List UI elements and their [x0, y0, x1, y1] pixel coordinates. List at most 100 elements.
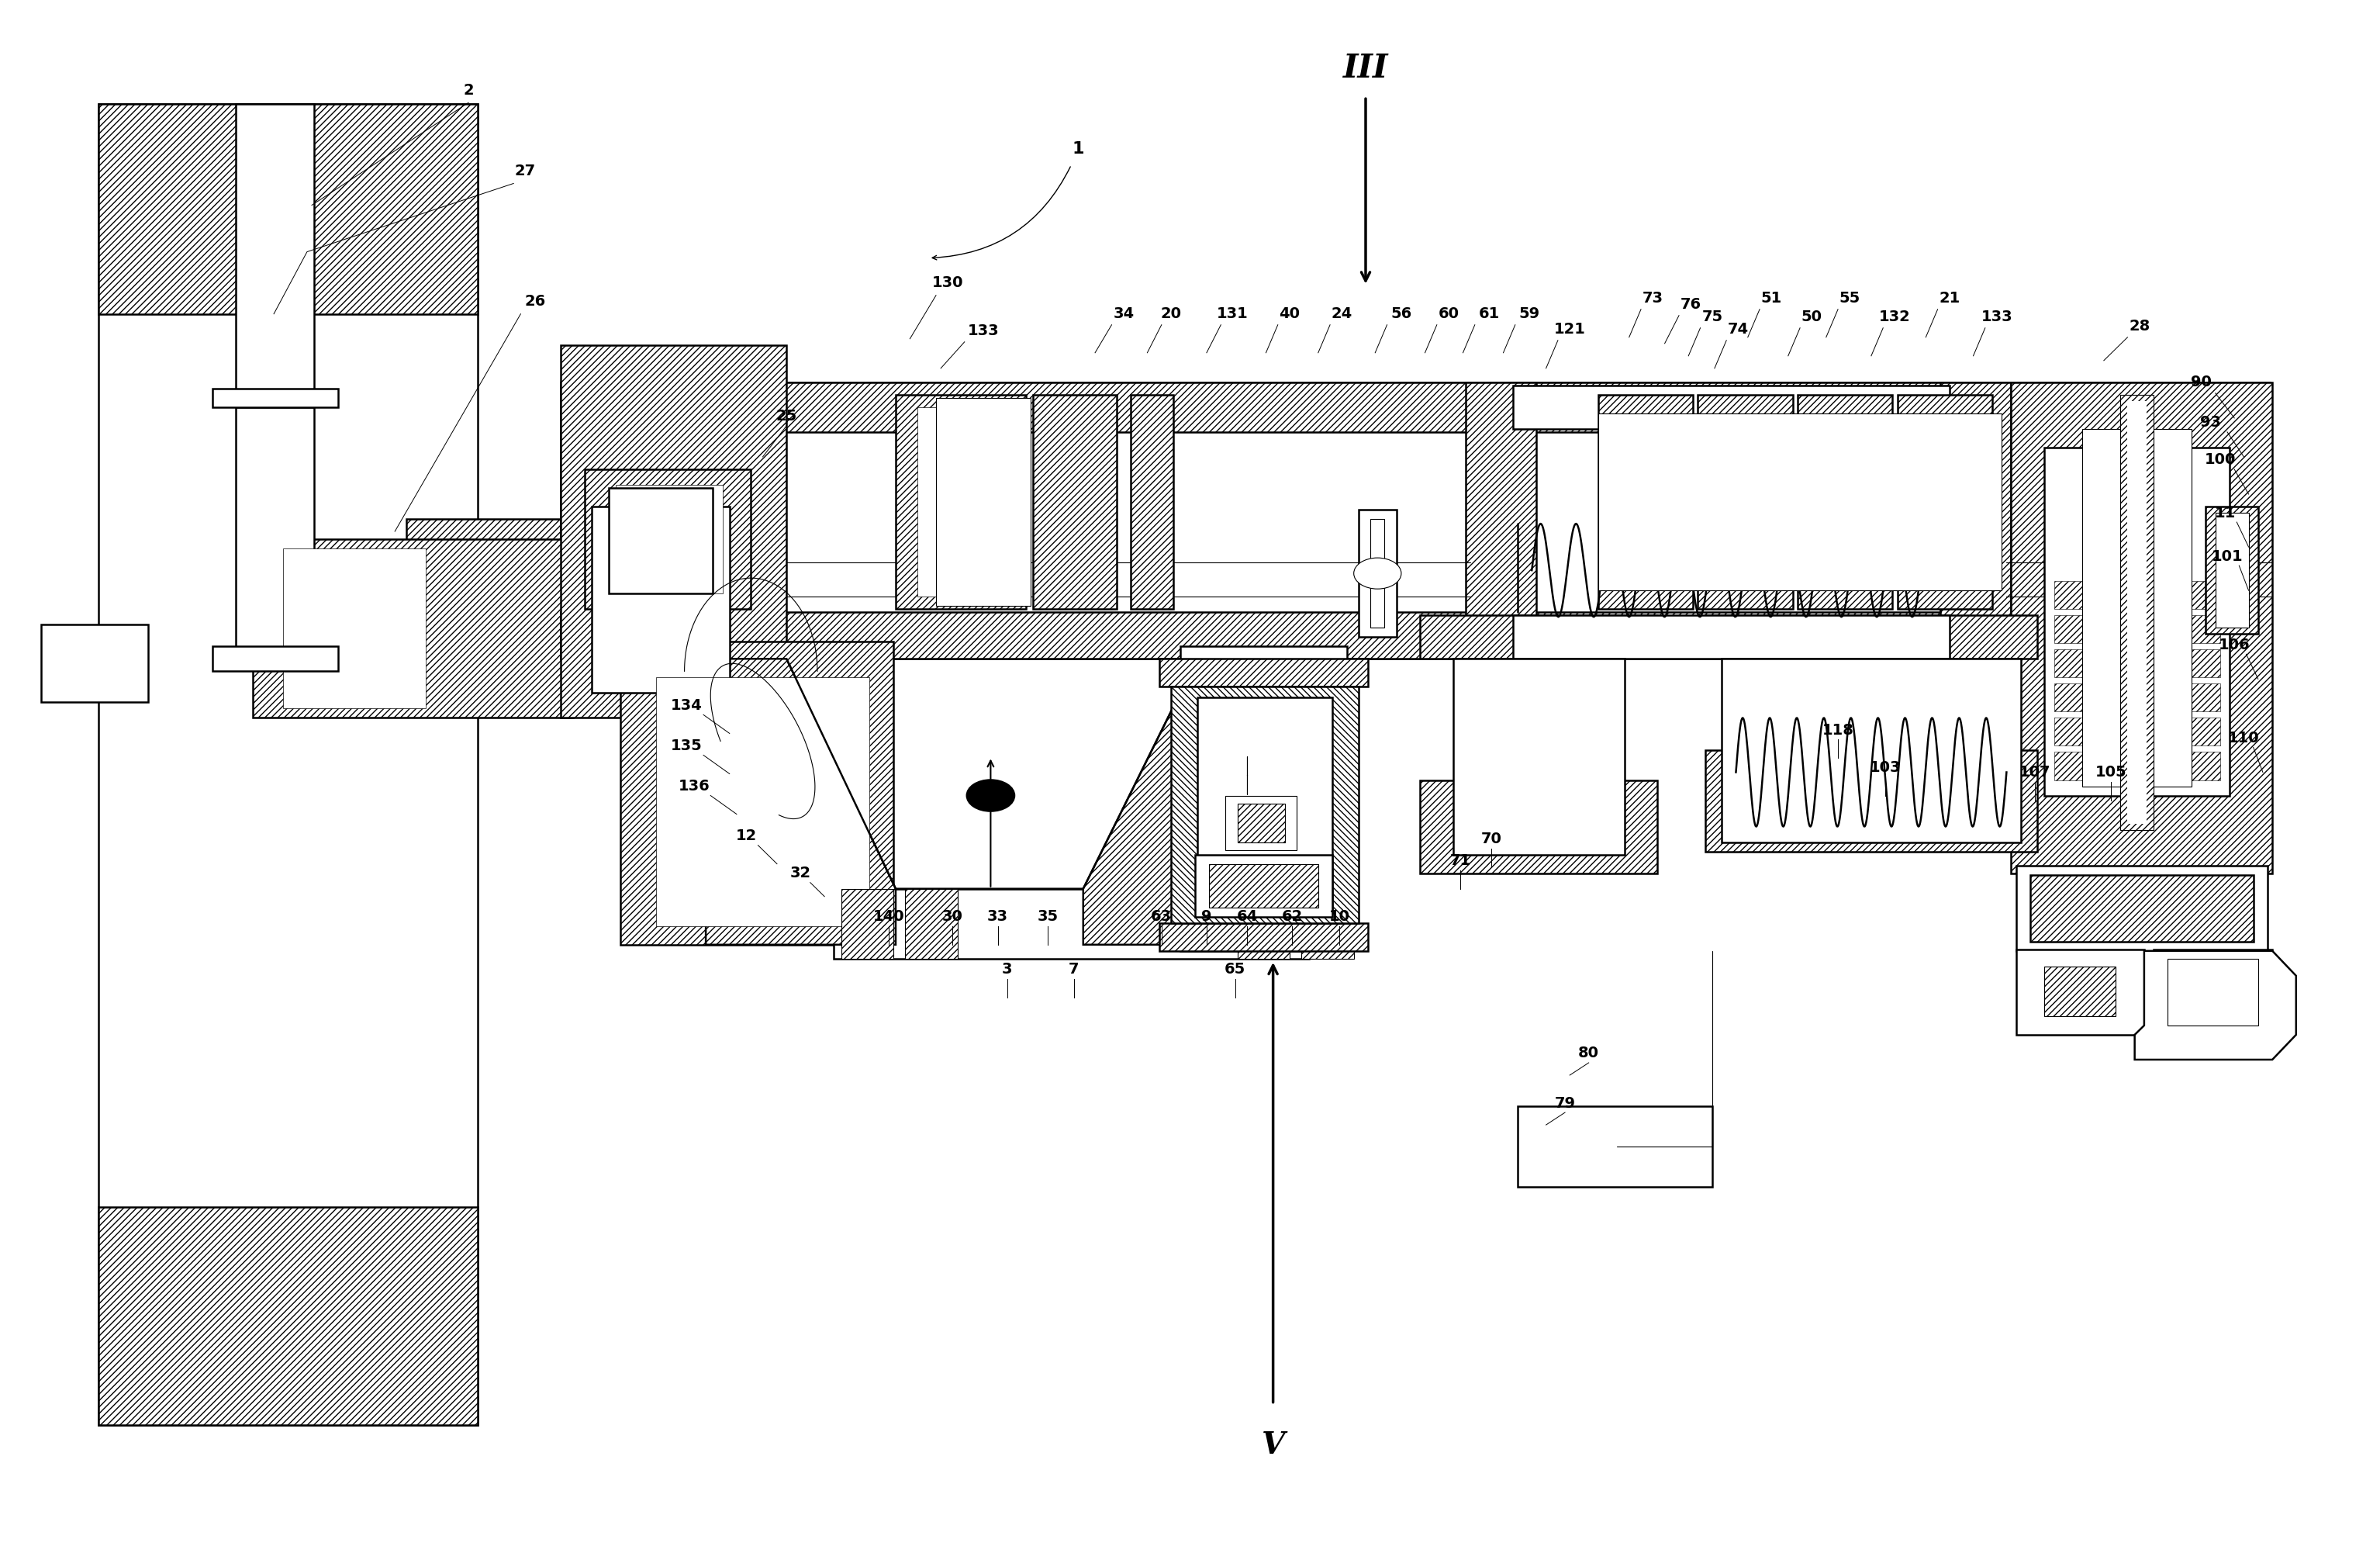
Bar: [2016, 866, 2268, 952]
Text: 90: 90: [2190, 374, 2211, 390]
Bar: [1359, 510, 1397, 636]
Text: 93: 93: [2199, 415, 2221, 431]
Bar: [1599, 413, 2002, 591]
Text: 26: 26: [524, 295, 545, 309]
Text: 118: 118: [1823, 722, 1854, 738]
Bar: [2121, 395, 2154, 830]
Bar: [2054, 615, 2221, 643]
Bar: [40, 624, 148, 702]
Text: 71: 71: [1449, 853, 1471, 869]
Text: 24: 24: [1330, 307, 1352, 321]
Text: 103: 103: [1871, 760, 1902, 775]
Text: V: V: [1261, 1431, 1285, 1460]
Bar: [2054, 752, 2221, 780]
Text: 12: 12: [735, 828, 757, 844]
Bar: [1159, 924, 1368, 952]
Bar: [1697, 395, 1792, 608]
Bar: [1238, 889, 1290, 959]
Text: 133: 133: [1980, 310, 2013, 324]
Bar: [236, 105, 314, 399]
Text: 35: 35: [1038, 909, 1059, 924]
Text: 11: 11: [2213, 505, 2235, 519]
Bar: [1371, 519, 1385, 627]
Bar: [2044, 448, 2230, 796]
Text: 70: 70: [1480, 831, 1502, 847]
Text: 65: 65: [1226, 963, 1245, 977]
Text: 2: 2: [464, 83, 474, 98]
Bar: [585, 470, 752, 608]
Text: 32: 32: [790, 866, 812, 880]
Bar: [1514, 385, 1949, 429]
Text: 73: 73: [1642, 292, 1664, 306]
Bar: [283, 549, 426, 708]
Text: 59: 59: [1518, 307, 1540, 321]
Bar: [252, 540, 574, 718]
Bar: [1159, 658, 1368, 686]
Bar: [1130, 395, 1173, 608]
Polygon shape: [707, 658, 895, 945]
Bar: [1797, 395, 1892, 608]
Bar: [657, 677, 869, 927]
Text: 63: 63: [1152, 909, 1171, 924]
Bar: [562, 382, 2271, 432]
Text: 9: 9: [1202, 909, 1211, 924]
Text: 131: 131: [1216, 307, 1250, 321]
Text: 7: 7: [1069, 963, 1078, 977]
Text: 33: 33: [988, 909, 1009, 924]
Text: 34: 34: [1114, 307, 1133, 321]
Polygon shape: [2135, 952, 2297, 1059]
Bar: [1180, 646, 1347, 952]
Bar: [98, 1207, 478, 1424]
Text: 100: 100: [2204, 452, 2235, 468]
Bar: [2168, 959, 2259, 1025]
Text: 21: 21: [1940, 292, 1961, 306]
Text: 75: 75: [1702, 310, 1723, 324]
Bar: [935, 398, 1031, 605]
Bar: [1704, 750, 2037, 852]
Text: 140: 140: [873, 909, 904, 924]
Bar: [1940, 382, 2011, 658]
Bar: [1518, 1106, 1711, 1187]
Text: 107: 107: [2018, 764, 2052, 780]
Bar: [916, 407, 1012, 596]
Bar: [1421, 780, 1656, 874]
Text: 61: 61: [1478, 307, 1499, 321]
Bar: [1238, 803, 1285, 842]
Bar: [1195, 855, 1333, 917]
Text: 20: 20: [1161, 307, 1180, 321]
Bar: [1421, 615, 1656, 658]
Text: 135: 135: [671, 738, 702, 753]
Text: 30: 30: [942, 909, 964, 924]
Text: 136: 136: [678, 778, 709, 794]
Bar: [840, 889, 893, 959]
Bar: [212, 646, 338, 671]
Text: 1: 1: [1073, 142, 1085, 158]
Bar: [212, 388, 338, 407]
Bar: [236, 407, 314, 655]
Text: 55: 55: [1840, 292, 1861, 306]
Bar: [621, 641, 893, 945]
Bar: [1302, 889, 1354, 959]
Text: 133: 133: [969, 323, 1000, 339]
Text: 28: 28: [2128, 318, 2149, 334]
Bar: [1197, 697, 1333, 913]
Bar: [1209, 864, 1319, 908]
Bar: [1897, 395, 1992, 608]
Text: 56: 56: [1390, 307, 1411, 321]
Bar: [562, 382, 2271, 658]
Bar: [2030, 875, 2254, 942]
Bar: [609, 488, 714, 593]
Bar: [562, 345, 785, 718]
Bar: [2054, 649, 2221, 677]
Bar: [2082, 429, 2192, 786]
Bar: [98, 105, 478, 1424]
Bar: [895, 395, 1026, 608]
Bar: [1599, 395, 1692, 608]
Bar: [1171, 686, 1359, 924]
Bar: [407, 519, 562, 655]
Bar: [2054, 683, 2221, 711]
Text: 101: 101: [2211, 549, 2242, 563]
Bar: [1454, 658, 1626, 855]
Bar: [1466, 382, 1537, 658]
Bar: [1721, 658, 2021, 842]
